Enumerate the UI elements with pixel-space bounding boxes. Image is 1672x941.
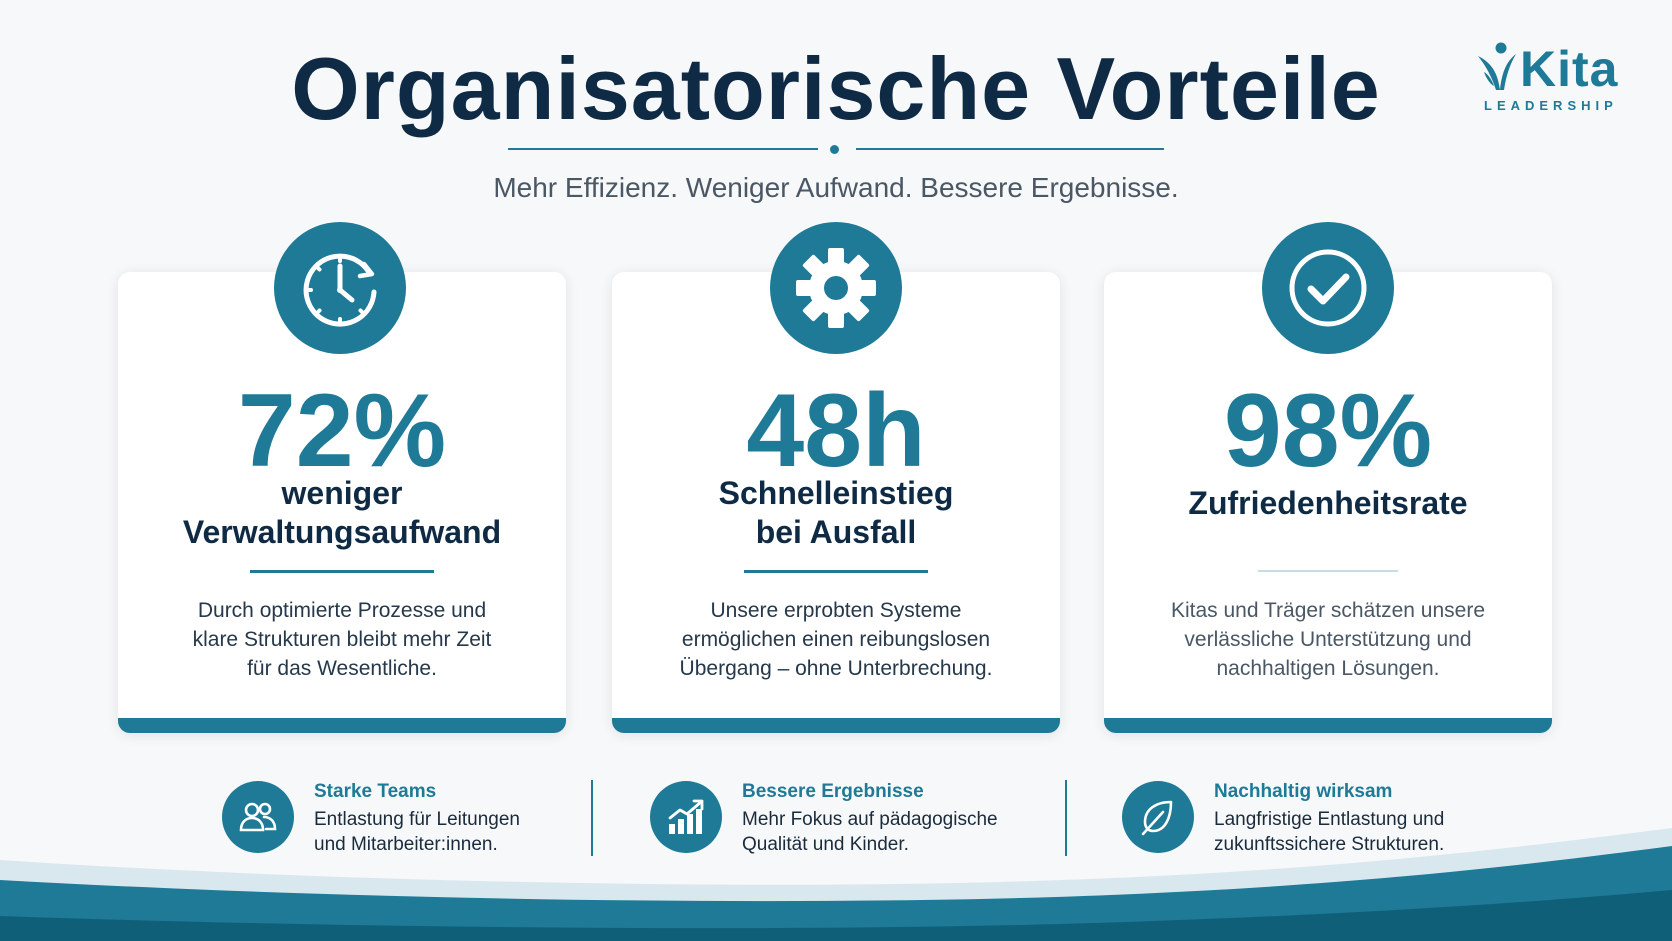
feature-text-line: Entlastung für Leitungen [314, 809, 520, 830]
feature-divider [591, 780, 593, 856]
feature-title: Starke Teams [314, 781, 437, 802]
kita-leadership-logo: Kita LEADERSHIP [1474, 40, 1634, 120]
people-icon [239, 802, 277, 832]
page-title: Organisatorische Vorteile [291, 39, 1381, 138]
title-divider-right [856, 148, 1164, 150]
description-line: ermöglichen einen reibungslosen [681, 628, 991, 651]
description-line: klare Strukturen bleibt mehr Zeit [192, 628, 492, 651]
page-subtitle: Mehr Effizienz. Weniger Aufwand. Bessere… [493, 172, 1179, 203]
feature-text-line: und Mitarbeiter:innen. [314, 834, 498, 855]
feature-strong-teams: Starke Teams Entlastung für Leitungen un… [222, 776, 562, 856]
description-line: Durch optimierte Prozesse und [197, 599, 487, 622]
feature-title: Bessere Ergebnisse [742, 781, 924, 802]
feature-text-line: Qualität und Kinder. [742, 834, 909, 855]
leaf-icon-badge [1122, 781, 1194, 853]
checkmark-icon-badge [1262, 222, 1394, 354]
stat-label: weniger Verwaltungsaufwand [118, 474, 566, 552]
feature-title: Nachhaltig wirksam [1214, 781, 1393, 802]
card-accent-bar [612, 718, 1060, 733]
feature-text-line: zukunftssichere Strukturen. [1214, 834, 1445, 855]
stat-label-line: Zufriedenheitsrate [1188, 485, 1468, 521]
stat-description: Kitas und Träger schätzen unsere verläss… [1134, 596, 1522, 683]
feature-text-line: Mehr Fokus auf pädagogische [742, 809, 998, 830]
leaf-icon [1141, 800, 1173, 836]
feature-better-results: Bessere Ergebnisse Mehr Fokus auf pädago… [650, 776, 1030, 856]
card-separator [744, 570, 928, 573]
people-icon-badge [222, 781, 294, 853]
title-divider-dot [830, 145, 839, 154]
feature-text: Entlastung für Leitungen und Mitarbeiter… [314, 807, 614, 857]
stat-label: Zufriedenheitsrate [1104, 484, 1552, 523]
stat-label-line: Schnelleinstieg [718, 475, 954, 511]
stat-description: Unsere erprobten Systeme ermöglichen ein… [642, 596, 1030, 683]
stat-value: 98% [1223, 373, 1433, 489]
title-divider-left [508, 148, 818, 150]
card-accent-bar [118, 718, 566, 733]
person-leaf-icon [1478, 42, 1516, 90]
description-line: Übergang – ohne Unterbrechung. [679, 657, 993, 680]
growth-chart-icon [668, 799, 704, 834]
description-line: nachhaltigen Lösungen. [1216, 657, 1440, 680]
feature-text: Mehr Fokus auf pädagogische Qualität und… [742, 807, 1042, 857]
stat-label-line: weniger [281, 475, 403, 511]
growth-chart-icon-badge [650, 781, 722, 853]
description-line: Kitas und Träger schätzen unsere [1170, 599, 1485, 622]
card-separator [1258, 570, 1398, 572]
logo-name: Kita [1520, 41, 1619, 97]
card-accent-bar [1104, 718, 1552, 733]
checkmark-icon [1289, 249, 1367, 327]
stat-value: 48h [746, 373, 926, 489]
feature-sustainable: Nachhaltig wirksam Langfristige Entlastu… [1122, 776, 1502, 856]
card-separator [250, 570, 434, 573]
gear-icon [796, 248, 876, 328]
stat-label-line: bei Ausfall [755, 514, 917, 550]
clock-icon-badge [274, 222, 406, 354]
stat-description: Durch optimierte Prozesse und klare Stru… [148, 596, 536, 683]
gear-icon-badge [770, 222, 902, 354]
clock-icon [303, 253, 377, 327]
logo-tagline: LEADERSHIP [1484, 98, 1618, 113]
description-line: verlässliche Unterstützung und [1184, 628, 1472, 651]
feature-divider [1065, 780, 1067, 856]
description-line: für das Wesentliche. [247, 657, 437, 680]
stat-value: 72% [237, 373, 447, 489]
bottom-wave-decoration [0, 828, 1672, 941]
description-line: Unsere erprobten Systeme [710, 599, 962, 622]
feature-text-line: Langfristige Entlastung und [1214, 809, 1445, 830]
feature-text: Langfristige Entlastung und zukunftssich… [1214, 807, 1514, 857]
stat-label-line: Verwaltungsaufwand [182, 514, 502, 550]
stat-label: Schnelleinstieg bei Ausfall [612, 474, 1060, 552]
